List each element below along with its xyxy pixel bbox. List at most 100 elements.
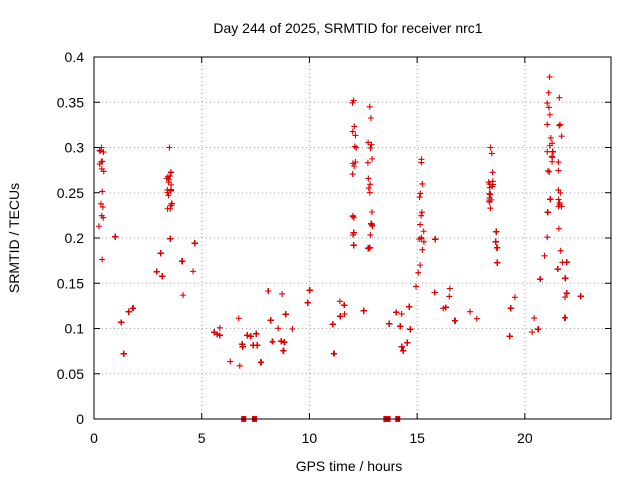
chart-title: Day 244 of 2025, SRMTID for receiver nrc…	[213, 20, 482, 36]
data-point	[417, 262, 424, 269]
data-point	[304, 299, 311, 306]
data-point	[549, 148, 556, 155]
data-point	[562, 294, 569, 301]
data-point	[562, 275, 569, 282]
data-point	[97, 148, 104, 155]
data-point	[351, 123, 358, 130]
data-point	[153, 268, 160, 275]
data-point	[253, 330, 260, 337]
data-point	[367, 115, 374, 122]
data-point	[167, 235, 174, 242]
data-point	[191, 240, 198, 247]
data-point	[555, 159, 562, 166]
data-point	[555, 167, 562, 174]
data-point	[420, 228, 427, 235]
data-point	[164, 186, 171, 193]
data-point	[159, 273, 166, 280]
data-point	[165, 192, 172, 199]
data-point	[419, 246, 426, 253]
data-point	[349, 171, 356, 178]
axes: 0 0.05 0.1 0.15 0.2 0.25 0.3 0.35 0.4 0 5 10 15 20	[57, 49, 611, 446]
data-point	[419, 180, 426, 187]
data-point	[506, 333, 513, 340]
x-tick-label: 20	[517, 430, 533, 446]
data-point	[416, 194, 423, 201]
data-point	[492, 238, 499, 245]
data-point	[547, 196, 554, 203]
data-point	[351, 143, 358, 150]
y-tick-label: 0.3	[65, 140, 85, 156]
data-point	[487, 144, 494, 151]
data-point	[368, 208, 375, 215]
y-tick-label: 0.25	[57, 185, 84, 201]
data-point	[556, 94, 563, 101]
data-point	[99, 188, 106, 195]
x-tick-label: 0	[90, 430, 98, 446]
data-point	[337, 313, 344, 320]
data-point	[257, 359, 264, 366]
y-tick-label: 0.15	[57, 275, 84, 291]
data-point	[398, 343, 405, 350]
data-point	[407, 326, 414, 333]
data-point	[280, 347, 287, 354]
y-axis-label: SRMTID / TECUs	[6, 183, 22, 293]
data-point	[353, 144, 360, 151]
data-point	[558, 133, 565, 140]
data-point	[352, 132, 359, 139]
data-point	[365, 139, 372, 146]
data-point	[369, 222, 376, 229]
data-point	[557, 121, 564, 128]
x-axis-label: GPS time / hours	[296, 458, 403, 474]
data-point	[544, 209, 551, 216]
data-point	[120, 350, 127, 357]
data-point	[167, 187, 174, 194]
x-tick-label: 10	[302, 430, 318, 446]
data-point	[180, 292, 187, 299]
data-point	[386, 320, 393, 327]
data-point	[236, 362, 243, 369]
data-point	[415, 269, 422, 276]
data-point	[365, 175, 372, 182]
data-point	[165, 176, 172, 183]
data-point	[367, 231, 374, 238]
data-point	[400, 347, 407, 354]
data-point	[99, 256, 106, 263]
data-point	[244, 332, 251, 339]
data-point	[511, 294, 518, 301]
data-point	[577, 293, 584, 300]
data-point	[349, 213, 356, 220]
data-point	[216, 324, 223, 331]
data-point	[112, 233, 119, 240]
data-point	[420, 238, 427, 245]
data-point	[349, 160, 356, 167]
data-point	[329, 321, 336, 328]
data-point	[406, 303, 413, 310]
data-point	[417, 190, 424, 197]
data-point	[486, 181, 493, 188]
data-point	[397, 323, 404, 330]
data-point	[247, 333, 254, 340]
data-point	[366, 103, 373, 110]
data-point	[546, 142, 553, 149]
data-point	[350, 231, 357, 238]
data-point	[98, 165, 105, 172]
data-point	[412, 283, 419, 290]
data-point	[418, 156, 425, 163]
data-point	[557, 247, 564, 254]
data-point	[545, 89, 552, 96]
data-point	[417, 221, 424, 228]
data-point	[157, 250, 164, 257]
data-point	[98, 212, 105, 219]
data-point	[418, 209, 425, 216]
data-point	[164, 173, 171, 180]
data-point	[555, 203, 562, 210]
data-point	[451, 317, 458, 324]
data-point	[350, 97, 357, 104]
data-point	[365, 185, 372, 192]
data-point	[275, 325, 282, 332]
data-point	[547, 134, 554, 141]
data-point	[366, 189, 373, 196]
data-point	[494, 244, 501, 251]
data-point	[486, 197, 493, 204]
